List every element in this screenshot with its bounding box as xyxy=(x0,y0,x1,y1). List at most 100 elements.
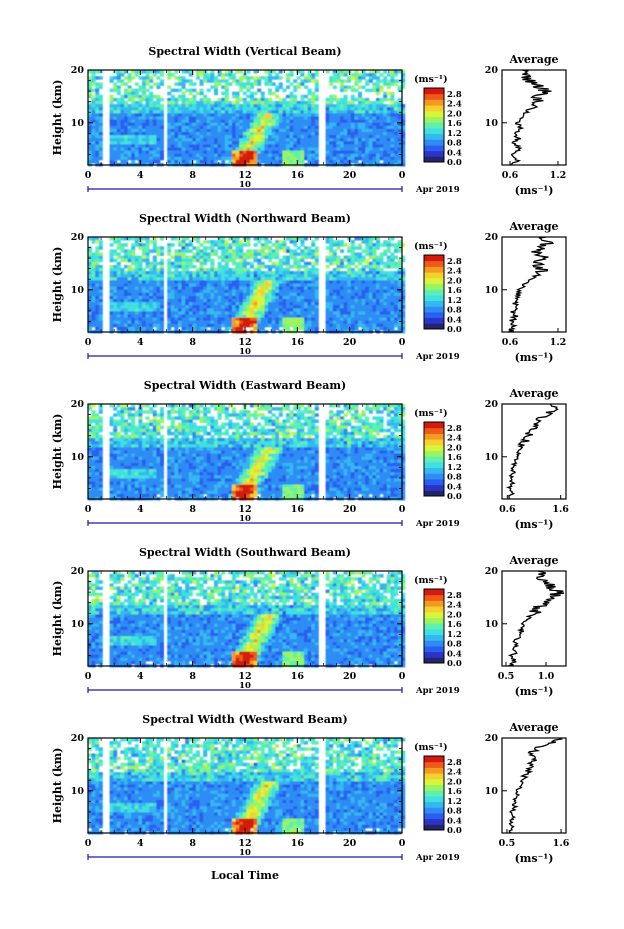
average-profile: Average 20 10 0.6 1.2 (ms⁻¹) xyxy=(485,53,567,197)
colorbar-tick-label: 2.0 xyxy=(447,109,462,119)
average-profile: Average 20 10 0.5 1.6 (ms⁻¹) xyxy=(485,721,570,865)
colorbar-tick-label: 0.4 xyxy=(447,482,462,492)
colorbar-tick-label: 0.8 xyxy=(447,640,462,650)
profile-frame xyxy=(501,737,567,834)
heatmap-cells xyxy=(88,70,406,167)
x-tick-label: 12 xyxy=(238,504,251,515)
heatmap-cells xyxy=(88,237,406,334)
profile-x-tick-label: 1.6 xyxy=(553,838,570,849)
colorbar-tick-label: 0.0 xyxy=(447,659,462,669)
colorbar-tick-label: 1.2 xyxy=(447,129,462,139)
colorbar-tick-label: 0.4 xyxy=(447,315,462,325)
x-tick-label: 12 xyxy=(238,671,251,682)
colorbar-tick-label: 2.0 xyxy=(447,777,462,787)
profile-y-tick-label: 20 xyxy=(485,232,499,243)
y-tick-label: 10 xyxy=(71,118,85,129)
y-tick-label: 20 xyxy=(71,733,85,744)
colorbar-tick-label: 2.0 xyxy=(447,276,462,286)
profile-x-tick-label: 0.5 xyxy=(498,671,515,682)
x-tick-label: 0 xyxy=(85,337,92,348)
y-tick-label: 20 xyxy=(71,566,85,577)
colorbar-tick-label: 0.0 xyxy=(447,492,462,502)
colorbar-tick-label: 2.4 xyxy=(447,434,462,444)
date-label: Apr 2019 xyxy=(415,352,460,362)
average-profile: Average 20 10 0.5 1.0 (ms⁻¹) xyxy=(485,554,567,698)
profile-line xyxy=(506,403,559,500)
colorbar-tick-label: 1.2 xyxy=(447,630,462,640)
x-tick-label: 0 xyxy=(399,671,406,682)
panel-3: Spectral Width (Eastward Beam) Height (km… xyxy=(51,379,569,531)
colorbar-tick-label: 2.4 xyxy=(447,100,462,110)
profile-frame xyxy=(501,69,567,166)
colorbar-tick-label: 1.6 xyxy=(447,286,462,296)
date-label: Apr 2019 xyxy=(415,519,460,529)
date-label: Apr 2019 xyxy=(415,185,460,195)
profile-line xyxy=(509,69,552,166)
profile-x-tick-label: 1.2 xyxy=(550,337,567,348)
y-axis-label: Height (km) xyxy=(51,748,64,824)
colorbar-tick-label: 2.8 xyxy=(447,424,462,434)
colorbar-tick-label: 2.4 xyxy=(447,768,462,778)
profile-y-tick-label: 20 xyxy=(485,65,499,76)
colorbar-tick-label: 0.8 xyxy=(447,139,462,149)
colorbar-unit: (ms⁻¹) xyxy=(414,241,448,252)
x-tick-label: 16 xyxy=(291,170,305,181)
profile-y-tick-label: 10 xyxy=(485,118,499,129)
profile-title: Average xyxy=(508,387,558,400)
x-tick-label: 8 xyxy=(189,671,196,682)
profile-y-tick-label: 10 xyxy=(485,452,499,463)
profile-x-tick-label: 1.2 xyxy=(550,170,567,181)
profile-y-tick-label: 10 xyxy=(485,285,499,296)
y-tick-label: 20 xyxy=(71,399,85,410)
x-tick-label: 8 xyxy=(189,170,196,181)
profile-y-tick-label: 20 xyxy=(485,733,499,744)
x-tick-label: 0 xyxy=(399,170,406,181)
y-tick-label: 10 xyxy=(71,786,85,797)
y-axis-label: Height (km) xyxy=(51,247,64,323)
date-day: 10 xyxy=(239,180,251,190)
panel-5: Spectral Width (Westward Beam) Height (km… xyxy=(51,713,570,865)
x-tick-label: 20 xyxy=(343,170,357,181)
profile-x-axis-label: (ms⁻¹) xyxy=(515,351,554,364)
colorbar-unit: (ms⁻¹) xyxy=(414,742,448,753)
x-axis-label: Local Time xyxy=(211,869,279,882)
y-tick-label: 20 xyxy=(71,65,85,76)
y-tick-label: 10 xyxy=(71,452,85,463)
x-tick-label: 20 xyxy=(343,671,357,682)
colorbar xyxy=(423,588,445,664)
x-tick-label: 0 xyxy=(399,337,406,348)
profile-y-tick-label: 10 xyxy=(485,619,499,630)
x-tick-label: 20 xyxy=(343,337,357,348)
date-label: Apr 2019 xyxy=(415,686,460,696)
colorbar-tick-label: 1.2 xyxy=(447,797,462,807)
colorbar-tick-label: 2.4 xyxy=(447,601,462,611)
profile-x-tick-label: 1.6 xyxy=(552,504,569,515)
profile-title: Average xyxy=(508,554,558,567)
panel-4: Spectral Width (Southward Beam) Height (k… xyxy=(51,546,567,698)
x-tick-label: 20 xyxy=(343,504,357,515)
colorbar-tick-label: 0.4 xyxy=(447,649,462,659)
colorbar xyxy=(423,254,445,330)
x-tick-label: 12 xyxy=(238,337,251,348)
average-profile: Average 20 10 0.6 1.6 (ms⁻¹) xyxy=(485,387,570,531)
x-tick-label: 12 xyxy=(238,838,251,849)
panel-title: Spectral Width (Northward Beam) xyxy=(139,212,351,225)
x-tick-label: 12 xyxy=(238,170,251,181)
y-tick-label: 20 xyxy=(71,232,85,243)
colorbar-tick-label: 1.2 xyxy=(447,463,462,473)
colorbar-tick-label: 1.6 xyxy=(447,620,462,630)
y-tick-label: 10 xyxy=(71,285,85,296)
x-tick-label: 16 xyxy=(291,337,305,348)
panel-title: Spectral Width (Southward Beam) xyxy=(139,546,351,559)
profile-frame xyxy=(501,236,567,333)
x-tick-label: 16 xyxy=(291,504,305,515)
colorbar-tick-label: 1.2 xyxy=(447,296,462,306)
colorbar xyxy=(423,421,445,497)
x-tick-label: 0 xyxy=(399,838,406,849)
date-label: Apr 2019 xyxy=(415,853,460,863)
profile-y-tick-label: 20 xyxy=(485,399,499,410)
colorbar-tick-label: 0.0 xyxy=(447,325,462,335)
panel-title: Spectral Width (Vertical Beam) xyxy=(148,45,341,58)
y-tick-label: 10 xyxy=(71,619,85,630)
x-tick-label: 0 xyxy=(85,170,92,181)
